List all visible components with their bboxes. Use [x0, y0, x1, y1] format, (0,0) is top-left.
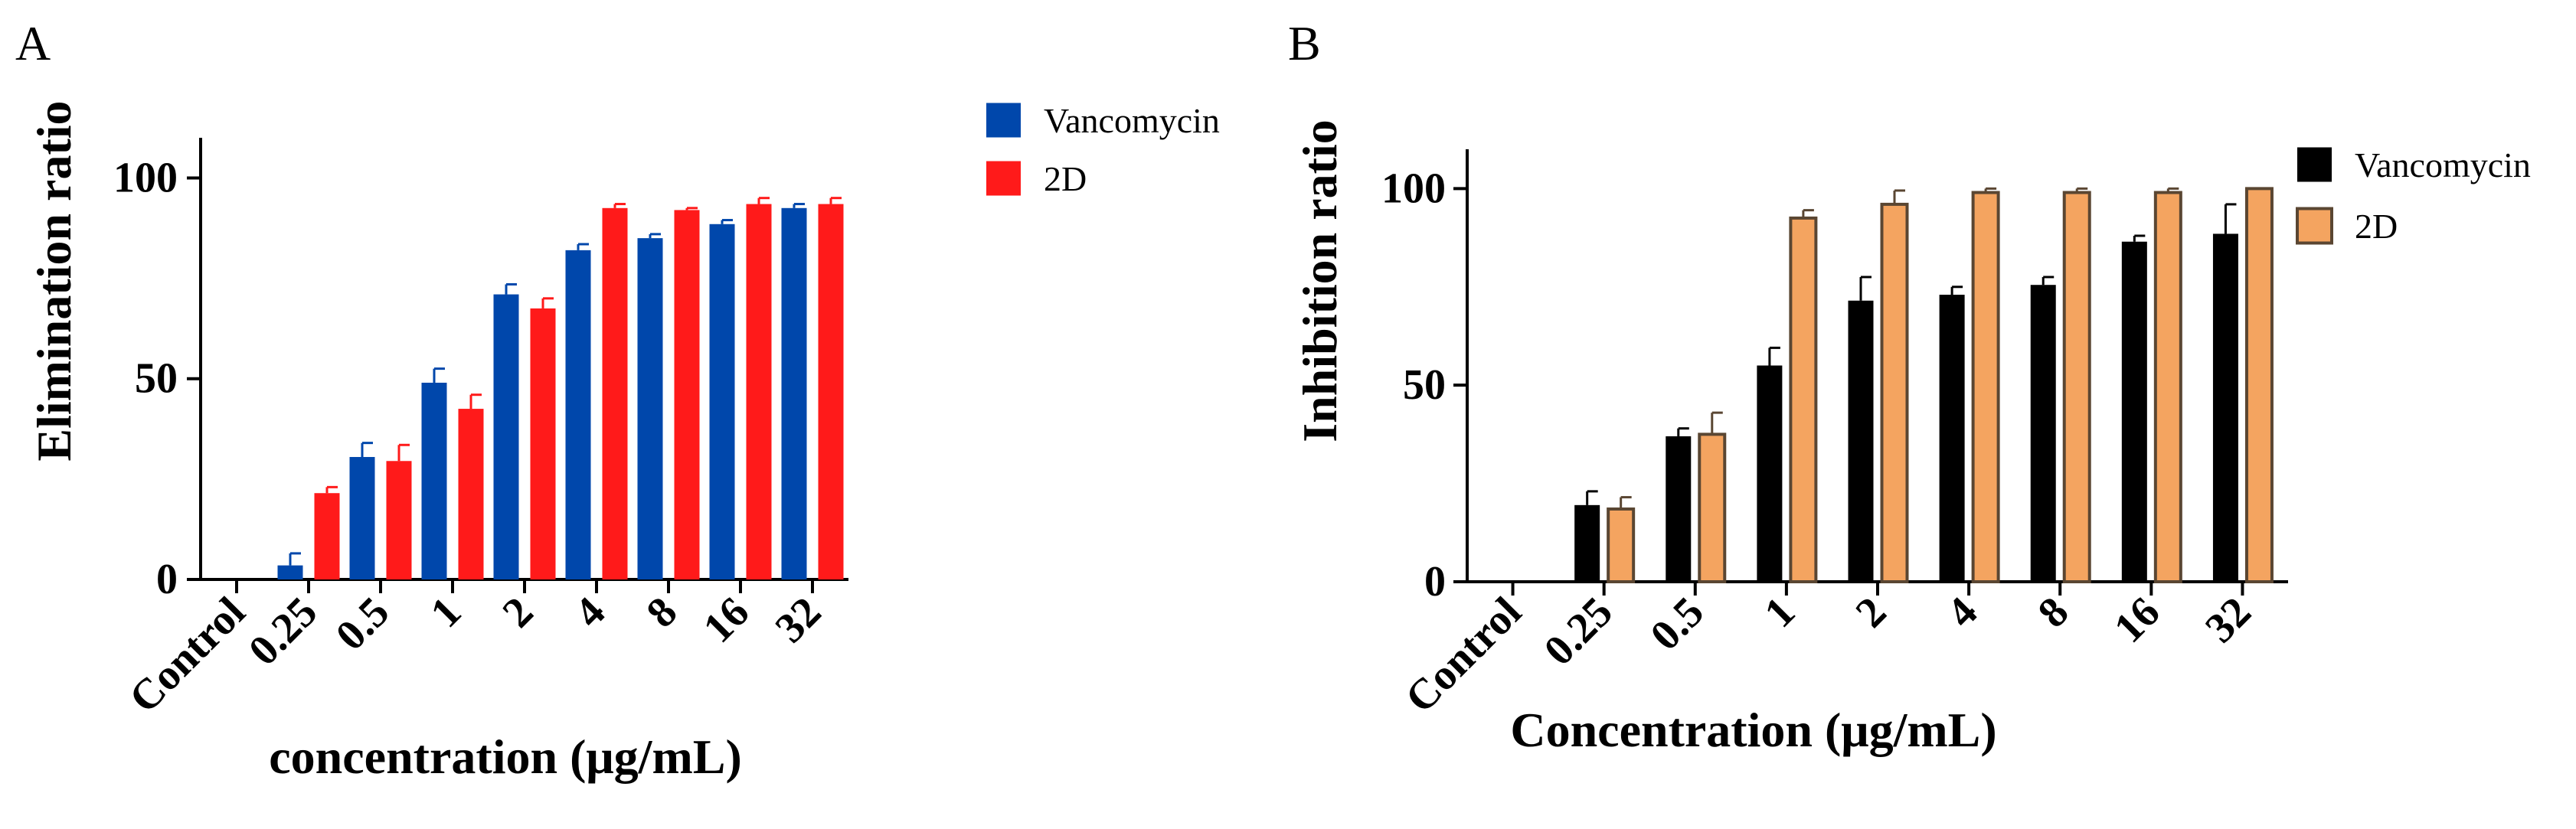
panel-a-x-tick-label: 8: [638, 588, 687, 637]
panel-b-y-tick-label: 100: [1381, 165, 1446, 212]
panel-b-bar: [2030, 285, 2056, 582]
panel-b-bar: [1939, 295, 1965, 582]
panel-a-x-tick-label: 1: [422, 588, 471, 637]
panel-b-bars: [1574, 187, 2274, 584]
panel-a-bar: [277, 565, 303, 579]
panel-b-bar: [1757, 365, 1783, 582]
panel-a-y-tick-label: 50: [135, 355, 178, 403]
panel-b-legend: Vancomycin 2D: [2296, 145, 2531, 246]
panel-b-x-tick-label: 8: [2029, 588, 2078, 637]
panel-b-bar: [1666, 436, 1692, 582]
panel-a-bar: [349, 457, 375, 579]
panel-a-bar: [781, 207, 807, 579]
panel-a-x-tick-label: 4: [566, 588, 615, 637]
panel-b: B Inhibition ratio Concentration (μg/mL)…: [1288, 16, 2531, 757]
panel-a-legend-label: 2D: [1044, 159, 1087, 198]
panel-b-bar: [1848, 300, 1874, 582]
panel-a-x-axis-label: concentration (μg/mL): [269, 729, 742, 784]
panel-b-y-tick-label: 50: [1403, 361, 1446, 409]
panel-a-bar: [530, 308, 556, 579]
panel-b-x-tick-label: 4: [1938, 588, 1987, 637]
panel-a-bar: [458, 409, 484, 579]
panel-b-bar: [1971, 191, 2000, 583]
panel-b-bar: [2244, 187, 2274, 583]
panel-b-x-tick-label: 0.5: [1642, 588, 1713, 659]
panel-a-bar: [709, 224, 735, 579]
panel-a-bar: [565, 250, 591, 579]
panel-a-bar: [421, 382, 447, 579]
panel-b-bar: [1789, 216, 1818, 583]
panel-a-x-tick-label: Control: [120, 588, 254, 722]
panel-b-y-axis-label: Inhibition ratio: [1293, 119, 1347, 442]
panel-a-letter: A: [15, 16, 51, 70]
panel-b-bar: [2212, 233, 2238, 582]
panel-b-bar: [2062, 191, 2091, 583]
panel-a-x-tick-label: 32: [767, 588, 830, 651]
panel-a-x-tick-label: 16: [695, 588, 758, 651]
panel-a-y-axis-label: Elimination ratio: [27, 100, 81, 461]
panel-a-bar: [314, 493, 340, 579]
panel-a-y-tick-label: 0: [156, 556, 178, 603]
panel-a-bar: [602, 207, 628, 579]
panel-b-x-tick-label: 2: [1847, 588, 1896, 637]
panel-a-legend: Vancomycin 2D: [986, 101, 1220, 198]
panel-b-legend-swatch: [2297, 147, 2332, 182]
panel-a-bar: [674, 210, 700, 579]
panel-b-bar: [1880, 202, 1909, 583]
panel-b-legend-label: Vancomycin: [2355, 145, 2531, 184]
panel-b-bar: [1698, 432, 1727, 583]
panel-a-legend-label: Vancomycin: [1044, 101, 1220, 140]
panel-b-bar: [1574, 504, 1600, 582]
panel-a-x-tick-label: 0.25: [240, 588, 326, 674]
panel-a-x-tick-label: 0.5: [327, 588, 398, 659]
panel-b-y-tick-label: 0: [1424, 558, 1446, 605]
panel-b-bar: [2121, 241, 2147, 582]
panel-b-x-axis-label: Concentration (μg/mL): [1510, 703, 1996, 757]
panel-a-bar: [493, 294, 519, 579]
panel-a-bars: [277, 197, 844, 579]
panel-b-x-tick-label: 0.25: [1535, 588, 1622, 674]
panel-a: A Elimination ratio concentration (μg/mL…: [15, 16, 1220, 784]
panel-a-y-tick-label: 100: [113, 154, 178, 201]
panel-b-bar: [2153, 191, 2182, 583]
panel-b-legend-label: 2D: [2355, 207, 2398, 246]
panel-a-x-tick-label: 2: [494, 588, 543, 637]
panel-a-bar: [746, 204, 772, 579]
panel-b-bar: [1607, 507, 1636, 584]
panel-b-x-tick-label: 32: [2196, 588, 2260, 651]
panel-b-letter: B: [1288, 16, 1321, 70]
panel-a-legend-swatch: [986, 103, 1021, 138]
panel-b-legend-swatch: [2296, 207, 2333, 245]
panel-a-bar: [637, 238, 663, 579]
panel-a-bar: [818, 204, 844, 579]
panel-a-bar: [386, 461, 412, 579]
panel-b-x-tick-label: 1: [1755, 588, 1804, 637]
panel-a-legend-swatch: [986, 161, 1021, 196]
panel-b-x-tick-label: 16: [2105, 588, 2169, 651]
